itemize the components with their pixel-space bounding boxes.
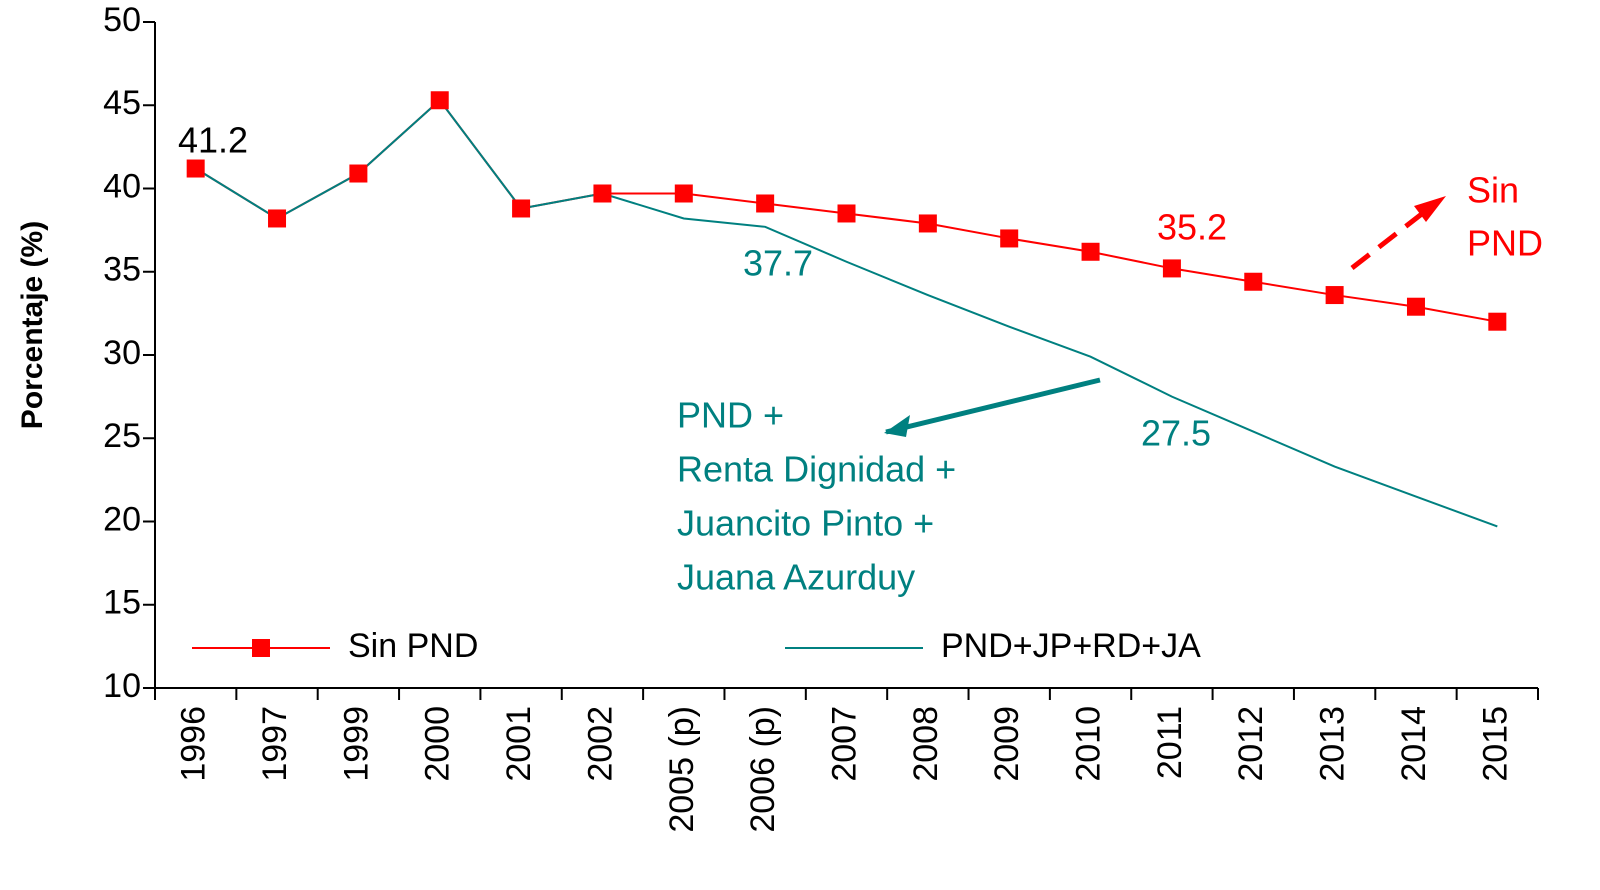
marker [593,184,612,203]
annotation: 41.2 [178,120,248,161]
x-tick-label: 2006 (p) [744,706,782,833]
x-tick-label: 2007 [825,706,863,782]
x-tick-label: 1997 [256,706,294,782]
x-tick-label: 2013 [1314,706,1352,782]
legend-label: PND+JP+RD+JA [941,627,1201,665]
legend-marker [252,639,270,657]
y-tick-label: 15 [103,584,141,622]
annotation: 35.2 [1157,207,1227,248]
marker [1325,286,1344,305]
marker [1162,259,1181,278]
arrow [1350,204,1434,270]
arrow [885,377,1101,435]
x-tick-label: 2012 [1232,706,1270,782]
x-tick-label: 1999 [337,706,375,782]
marker [1406,297,1425,316]
y-tick-label: 25 [103,417,141,455]
arrow-head [1414,196,1446,222]
annotation: Renta Dignidad + [677,449,956,490]
y-tick-label: 45 [103,84,141,122]
y-tick-label: 35 [103,251,141,289]
arrow-head [884,415,910,437]
annotation: Sin [1467,170,1519,211]
annotation: PND [1467,223,1543,264]
x-tick-label: 2015 [1476,706,1514,782]
marker [1000,229,1019,248]
marker [349,164,368,183]
annotation: Juana Azurduy [677,557,915,598]
marker [1244,272,1263,291]
x-tick-label: 2010 [1070,706,1108,782]
y-tick-label: 10 [103,667,141,705]
annotation: 37.7 [743,243,813,284]
y-tick-label: 40 [103,167,141,205]
x-tick-label: 2005 (p) [663,706,701,833]
marker [837,204,856,223]
x-tick-label: 2001 [500,706,538,782]
annotation: PND + [677,395,784,436]
x-tick-label: 2009 [988,706,1026,782]
x-tick-label: 2000 [419,706,457,782]
y-tick-label: 50 [103,1,141,39]
marker [756,194,775,213]
x-tick-label: 1996 [175,706,213,782]
annotation: Juancito Pinto + [677,503,934,544]
y-axis-label: Porcentaje (%) [16,221,49,429]
annotation: 27.5 [1141,413,1211,454]
marker [918,214,937,233]
x-tick-label: 2002 [581,706,619,782]
series-line [195,98,1498,528]
marker [1488,312,1507,331]
marker [674,184,693,203]
y-tick-label: 20 [103,500,141,538]
x-tick-label: 2014 [1395,706,1433,782]
marker [186,159,205,178]
marker [430,91,449,110]
legend-label: Sin PND [348,627,478,665]
marker [1081,242,1100,261]
x-tick-label: 2011 [1151,706,1189,779]
marker [512,199,531,218]
x-tick-label: 2008 [907,706,945,782]
y-tick-label: 30 [103,334,141,372]
marker [268,209,287,228]
